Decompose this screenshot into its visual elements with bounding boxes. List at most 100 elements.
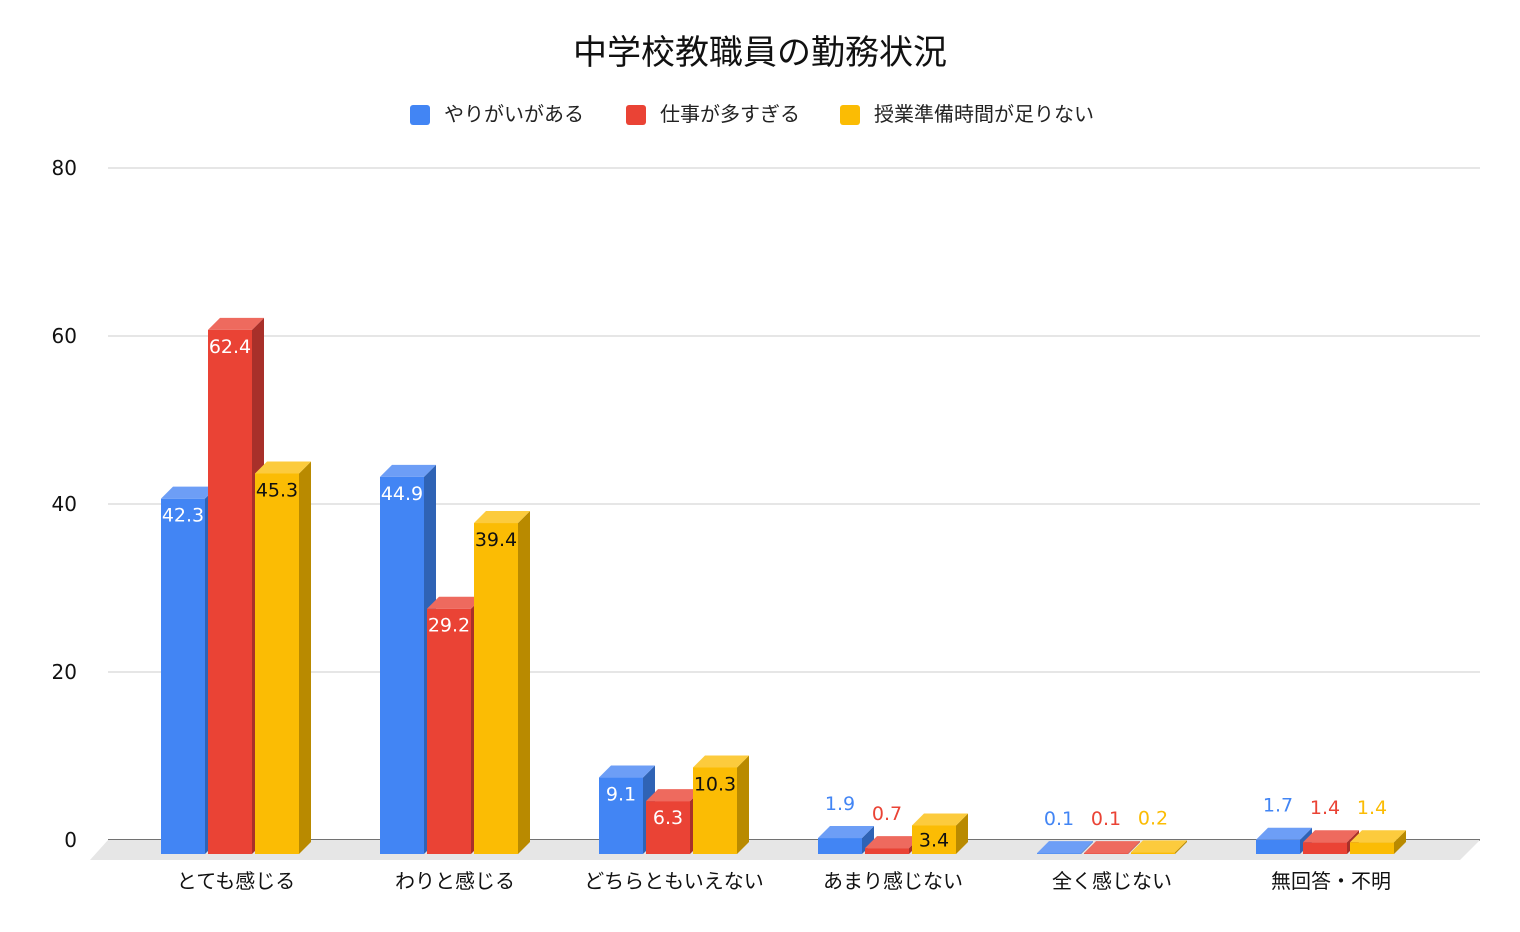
- y-tick-label: 0: [64, 828, 77, 852]
- value-label: 9.1: [606, 784, 636, 806]
- bar: [1131, 840, 1187, 854]
- bar-front: [161, 498, 205, 854]
- bar-front: [693, 767, 737, 854]
- value-label: 0.2: [1138, 807, 1168, 829]
- bar-front: [1131, 852, 1175, 854]
- bar-top: [427, 596, 483, 609]
- bar-front: [1084, 853, 1128, 854]
- bar-side: [737, 755, 749, 854]
- bar-side: [862, 826, 874, 854]
- value-label: 42.3: [162, 505, 204, 527]
- y-tick-label: 60: [52, 324, 77, 348]
- value-labels: 42.3 62.4 45.3 44.9 29.2 39.4 9.1 6.3 10.3 1.9 0.7…: [162, 336, 1387, 852]
- bar-top: [912, 813, 968, 826]
- legend-swatch: [840, 105, 860, 125]
- bar-top: [646, 789, 702, 802]
- bar-side: [1081, 841, 1093, 854]
- bar-side: [1175, 840, 1187, 854]
- bar-top: [208, 317, 264, 330]
- bar-top: [255, 461, 311, 474]
- bar-front: [912, 825, 956, 854]
- value-label: 1.7: [1263, 795, 1293, 817]
- value-label: 6.3: [653, 807, 683, 829]
- bar-top: [1256, 827, 1312, 840]
- bar: [599, 765, 655, 854]
- bar-top: [380, 464, 436, 477]
- bar-front: [599, 777, 643, 854]
- bar-top: [818, 826, 874, 839]
- legend-swatch: [410, 105, 430, 125]
- value-label: 29.2: [428, 615, 470, 637]
- value-label: 39.4: [475, 529, 517, 551]
- value-label: 45.3: [256, 479, 298, 501]
- y-tick-label: 40: [52, 492, 77, 516]
- value-label: 0.7: [872, 803, 902, 825]
- bar: [912, 813, 968, 854]
- x-category-label: あまり感じない: [823, 869, 963, 893]
- bar-front: [427, 608, 471, 854]
- y-tick-label: 80: [52, 156, 77, 180]
- x-category-label: とても感じる: [177, 869, 295, 893]
- legend-item-1: やりがいがある: [410, 102, 584, 126]
- bar-top: [1037, 841, 1093, 854]
- value-label: 1.4: [1357, 797, 1387, 819]
- legend-label: 仕事が多すぎる: [660, 102, 800, 126]
- bar-front: [646, 801, 690, 854]
- bar-front: [1350, 842, 1394, 854]
- bars: [161, 317, 1406, 855]
- bar-front: [1256, 839, 1300, 854]
- value-label: 1.9: [825, 793, 855, 815]
- bar-top: [474, 511, 530, 524]
- value-label: 3.4: [919, 829, 949, 851]
- x-category-label: 無回答・不明: [1271, 869, 1391, 893]
- x-category-label: わりと感じる: [395, 869, 515, 893]
- bar: [818, 826, 874, 854]
- bar-front: [255, 473, 299, 854]
- value-label: 62.4: [209, 336, 251, 358]
- bar-side: [1128, 841, 1140, 854]
- bar-front: [208, 329, 252, 855]
- bar-top: [1131, 840, 1187, 853]
- bar-front: [865, 848, 909, 854]
- legend-swatch: [626, 105, 646, 125]
- x-axis-categories: とても感じる わりと感じる どちらともいえない あまり感じない 全く感じない 無回答・不明: [177, 869, 1391, 893]
- bar-top: [599, 765, 655, 778]
- y-axis-ticks: 0 20 40 60 80: [52, 156, 77, 852]
- bar-side: [518, 511, 530, 854]
- legend-label: やりがいがある: [444, 102, 584, 126]
- bar-top: [161, 486, 217, 499]
- bar: [255, 461, 311, 854]
- bar-front: [818, 838, 862, 854]
- bar-top: [1303, 830, 1359, 843]
- legend-item-3: 授業準備時間が足りない: [840, 102, 1094, 126]
- gridlines: [108, 167, 1480, 841]
- value-label: 10.3: [694, 773, 736, 795]
- bar-front: [1037, 853, 1081, 854]
- bar-top: [1350, 830, 1406, 843]
- bar: [693, 755, 749, 854]
- bar-top: [693, 755, 749, 768]
- value-label: 0.1: [1091, 808, 1121, 830]
- y-tick-label: 20: [52, 660, 77, 684]
- legend-item-2: 仕事が多すぎる: [626, 102, 800, 126]
- bar-front: [380, 476, 424, 854]
- value-label: 1.4: [1310, 797, 1340, 819]
- bar-side: [1394, 830, 1406, 854]
- bar-side: [299, 461, 311, 854]
- legend: やりがいがある 仕事が多すぎる 授業準備時間が足りない: [410, 102, 1094, 126]
- bar-top: [1084, 841, 1140, 854]
- x-category-label: 全く感じない: [1052, 869, 1172, 893]
- bar: [1084, 841, 1140, 854]
- chart-title: 中学校教職員の勤務状況: [573, 33, 947, 73]
- bar-side: [956, 813, 968, 854]
- x-category-label: どちらともいえない: [584, 869, 764, 893]
- bar: [474, 511, 530, 854]
- bar: [1037, 841, 1093, 854]
- value-label: 44.9: [381, 483, 423, 505]
- bar-front: [1303, 842, 1347, 854]
- bar-front: [474, 523, 518, 854]
- bar-top: [865, 836, 921, 849]
- legend-label: 授業準備時間が足りない: [874, 102, 1094, 126]
